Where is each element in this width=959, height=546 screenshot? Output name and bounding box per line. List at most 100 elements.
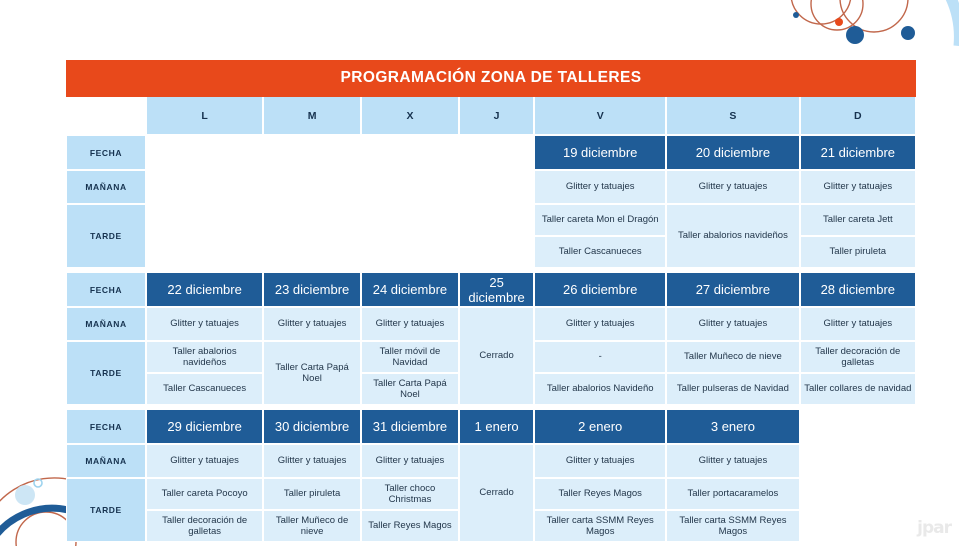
row-label-tarde-2: TARDE — [66, 341, 146, 405]
week-2-date-l: 22 diciembre — [146, 272, 264, 307]
week-3-manana-d — [799, 444, 916, 478]
week-2-manana-row: MAÑANA Glitter y tatuajes Glitter y tatu… — [66, 307, 916, 405]
programacion-table: PROGRAMACIÓN ZONA DE TALLERES L M X J V … — [66, 60, 916, 542]
week-3-tarde2-d — [799, 510, 916, 542]
week-3-tarde2-x: Taller Reyes Magos — [360, 510, 459, 542]
week-2-fecha-row: FECHA 22 diciembre 23 diciembre 24 dicie… — [66, 272, 916, 307]
week-2-cerrado-j: Cerrado — [458, 307, 535, 405]
week-1-manana-v: Glitter y tatuajes — [534, 170, 667, 204]
row-label-manana-2: MAÑANA — [66, 307, 146, 341]
week-2-manana-m: Glitter y tatuajes — [263, 307, 361, 341]
week-3-tarde1-x: Taller choco Christmas — [360, 478, 459, 510]
week-1-tarde2-v: Taller Cascanueces — [534, 236, 667, 268]
weekday-header-x: X — [360, 97, 459, 135]
row-label-tarde-1: TARDE — [66, 204, 146, 268]
week-3-manana-s: Glitter y tatuajes — [666, 444, 800, 478]
weekday-header-row: L M X J V S D — [66, 97, 916, 135]
week-3-fecha-row: FECHA 29 diciembre 30 diciembre 31 dicie… — [66, 409, 916, 444]
watermark-logo: jpar — [917, 518, 952, 538]
weekday-header-m: M — [263, 97, 361, 135]
week-3-date-s: 3 enero — [666, 409, 800, 444]
row-label-fecha-1: FECHA — [66, 135, 146, 170]
week-1-manana-row: MAÑANA Glitter y tatuajes Glitter y tatu… — [66, 170, 916, 204]
week-1-date-j — [458, 135, 535, 170]
week-3-date-j: 1 enero — [458, 409, 535, 444]
week-2-date-j: 25 diciembre — [458, 272, 535, 307]
week-3-tarde2-v: Taller carta SSMM Reyes Magos — [534, 510, 667, 542]
weekday-header-d: D — [799, 97, 916, 135]
week-1-date-d: 21 diciembre — [799, 135, 916, 170]
week-2-tarde-row-2: Taller Cascanueces Taller Carta Papá Noe… — [66, 373, 916, 405]
week-1-tarde1-v: Taller careta Mon el Dragón — [534, 204, 667, 236]
week-1-manana-m — [263, 170, 361, 204]
week-3-manana-v: Glitter y tatuajes — [534, 444, 667, 478]
week-3-tarde1-s: Taller portacaramelos — [666, 478, 800, 510]
week-1-tarde-row-2: Taller Cascanueces Taller piruleta — [66, 236, 916, 268]
week-2-manana-x: Glitter y tatuajes — [360, 307, 459, 341]
week-2-tarde2-x: Taller Carta Papá Noel — [360, 373, 459, 405]
week-2-tarde2-d: Taller collares de navidad — [799, 373, 916, 405]
week-3-date-m: 30 diciembre — [263, 409, 361, 444]
week-1-tarde-x — [360, 204, 459, 268]
page-title: PROGRAMACIÓN ZONA DE TALLERES — [66, 60, 916, 97]
week-1-tarde2-d: Taller piruleta — [799, 236, 916, 268]
week-2-date-v: 26 diciembre — [534, 272, 667, 307]
week-3-cerrado-j: Cerrado — [458, 444, 535, 542]
week-3-manana-l: Glitter y tatuajes — [146, 444, 264, 478]
row-label-manana-3: MAÑANA — [66, 444, 146, 478]
week-2-tarde1-l: Taller abalorios navideños — [146, 341, 264, 373]
week-1-tarde-row-1: TARDE Taller careta Mon el Dragón Taller… — [66, 204, 916, 268]
week-3-tarde1-v: Taller Reyes Magos — [534, 478, 667, 510]
week-2-manana-l: Glitter y tatuajes — [146, 307, 264, 341]
week-3-tarde2-l: Taller decoración de galletas — [146, 510, 264, 542]
week-3-manana-x: Glitter y tatuajes — [360, 444, 459, 478]
week-2-tarde2-s: Taller pulseras de Navidad — [666, 373, 800, 405]
header-corner-cell — [66, 97, 146, 135]
row-label-manana-1: MAÑANA — [66, 170, 146, 204]
weekday-header-v: V — [534, 97, 667, 135]
week-1-date-m — [263, 135, 361, 170]
week-2-manana-d: Glitter y tatuajes — [799, 307, 916, 341]
week-2-tarde1-v: - — [534, 341, 667, 373]
week-1-tarde-m — [263, 204, 361, 268]
week-2-manana-s: Glitter y tatuajes — [666, 307, 800, 341]
week-2-manana-v: Glitter y tatuajes — [534, 307, 667, 341]
week-1-tarde1-d: Taller careta Jett — [799, 204, 916, 236]
week-3-tarde2-m: Taller Muñeco de nieve — [263, 510, 361, 542]
week-1-manana-s: Glitter y tatuajes — [666, 170, 800, 204]
title-row: PROGRAMACIÓN ZONA DE TALLERES — [66, 60, 916, 97]
week-1-date-v: 19 diciembre — [534, 135, 667, 170]
week-3-manana-row: MAÑANA Glitter y tatuajes Glitter y tatu… — [66, 444, 916, 542]
week-2-tarde1-d: Taller decoración de galletas — [799, 341, 916, 373]
week-1-tarde-l — [146, 204, 264, 268]
week-2-tarde-row-1: TARDE Taller abalorios navideños Taller … — [66, 341, 916, 405]
week-3-tarde-row-1: TARDE Taller careta Pocoyo Taller pirule… — [66, 478, 916, 542]
week-1-manana-d: Glitter y tatuajes — [799, 170, 916, 204]
week-2-tarde-m: Taller Carta Papá Noel — [263, 341, 361, 405]
week-2-tarde1-x: Taller móvil de Navidad — [360, 341, 459, 373]
row-label-tarde-3: TARDE — [66, 478, 146, 542]
week-2-tarde2-v: Taller abalorios Navideño — [534, 373, 667, 405]
week-2-tarde1-s: Taller Muñeco de nieve — [666, 341, 800, 373]
week-spacer-2 — [66, 405, 916, 409]
week-1-date-l — [146, 135, 264, 170]
week-2-date-d: 28 diciembre — [799, 272, 916, 307]
week-3-tarde1-d — [799, 478, 916, 510]
week-3-date-d — [799, 409, 916, 444]
decoration-top-right — [779, 0, 959, 60]
week-1-fecha-row: FECHA 19 diciembre 20 diciembre 21 dicie… — [66, 135, 916, 170]
week-2-date-m: 23 diciembre — [263, 272, 361, 307]
week-1-date-s: 20 diciembre — [666, 135, 800, 170]
weekday-header-l: L — [146, 97, 264, 135]
week-3-tarde1-l: Taller careta Pocoyo — [146, 478, 264, 510]
week-3-tarde-row-2: Taller decoración de galletas Taller Muñ… — [66, 510, 916, 542]
weekday-header-j: J — [458, 97, 535, 135]
weekday-header-s: S — [666, 97, 800, 135]
week-2-date-s: 27 diciembre — [666, 272, 800, 307]
week-3-tarde2-s: Taller carta SSMM Reyes Magos — [666, 510, 800, 542]
row-label-fecha-2: FECHA — [66, 272, 146, 307]
week-1-tarde-j — [458, 204, 535, 268]
week-3-tarde1-m: Taller piruleta — [263, 478, 361, 510]
week-1-date-x — [360, 135, 459, 170]
week-1-manana-j — [458, 170, 535, 204]
